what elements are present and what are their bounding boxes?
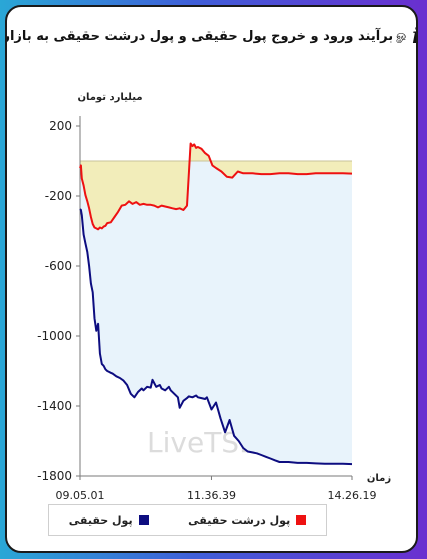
legend-item-large-real[interactable]: پول درشت حقیقی — [188, 513, 307, 527]
series-area-large-real — [80, 143, 352, 230]
y-tick-label: 200 — [49, 119, 72, 133]
swirl-icon[interactable]: ௐ — [396, 28, 409, 42]
series-line-large-real — [79, 142, 353, 231]
legend-swatch-navy — [138, 515, 149, 525]
x-tick-label: 14.26.19 — [328, 489, 377, 502]
legend-label: پول درشت حقیقی — [188, 513, 291, 527]
line-chart: LiveTSE.ir200-200-600-1000-1400-180009.0… — [37, 92, 391, 502]
y-tick-label: -1800 — [37, 469, 72, 483]
y-tick-label: -200 — [45, 189, 72, 203]
legend-label: پول حقیقی — [68, 513, 133, 527]
y-tick-label: -1000 — [37, 329, 72, 343]
x-tick-label: 09.05.01 — [56, 489, 105, 502]
series-area-real — [80, 161, 352, 465]
info-icon[interactable]: i — [412, 23, 416, 49]
x-axis-label: زمان — [367, 473, 391, 484]
plot-area: LiveTSE.ir 200 -200 -600 -1000 -1400 -1800 09.0… — [17, 65, 411, 545]
x-tick-label: 11.36.39 — [187, 489, 236, 502]
y-tick-label: -600 — [45, 259, 72, 273]
series-line-real — [79, 208, 353, 466]
y-tick-label: -1400 — [37, 399, 72, 413]
chart-header: i ௐ برآیند ورود و خروج پول حقیقی و پول د… — [7, 7, 416, 65]
y-axis-label: میلیارد تومان — [77, 92, 142, 103]
legend: پول درشت حقیقی پول حقیقی — [48, 504, 327, 536]
legend-swatch-red — [296, 515, 307, 525]
chart-card: i ௐ برآیند ورود و خروج پول حقیقی و پول د… — [5, 5, 418, 553]
chart-title: برآیند ورود و خروج پول حقیقی و پول درشت … — [5, 28, 394, 44]
legend-item-real[interactable]: پول حقیقی — [69, 514, 149, 527]
